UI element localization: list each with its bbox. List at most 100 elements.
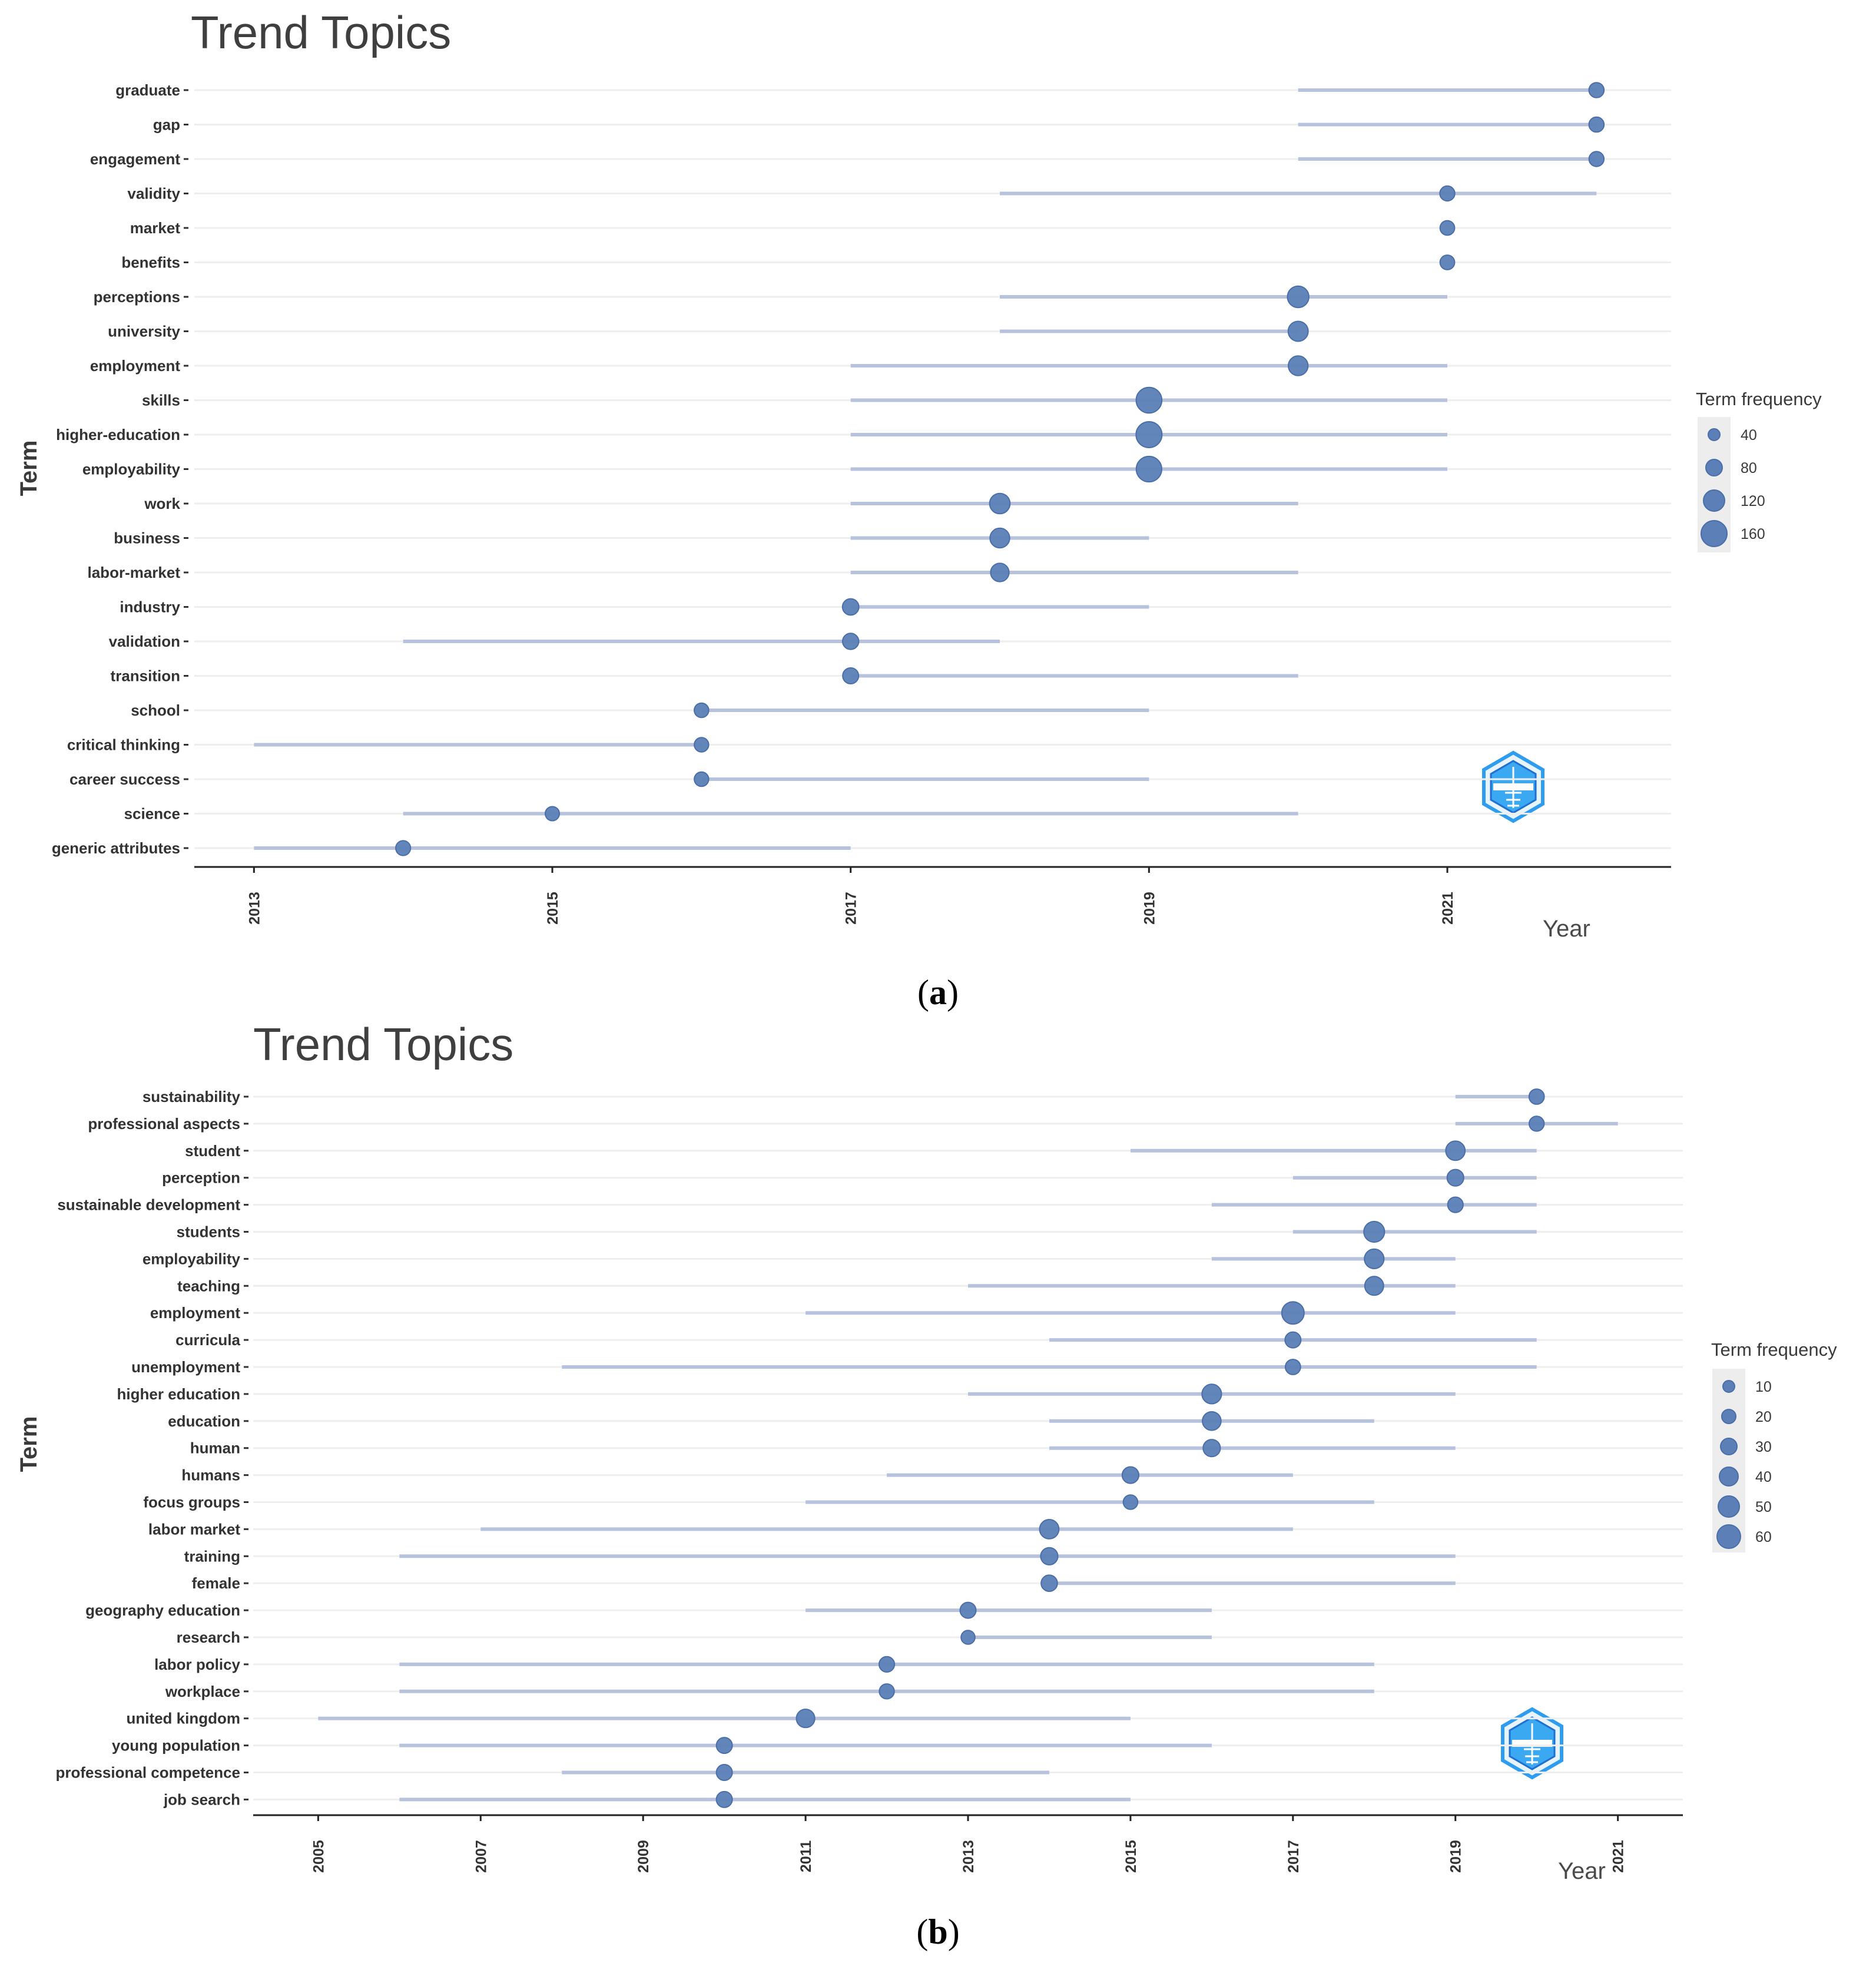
term-point (1039, 1519, 1060, 1540)
term-point (1364, 1276, 1384, 1296)
term-point (1439, 254, 1456, 270)
term-label: female (192, 1574, 240, 1592)
term-point (715, 1790, 733, 1808)
term-point (1364, 1248, 1385, 1269)
legend-label: 30 (1755, 1439, 1772, 1455)
x-tick-label: 2017 (843, 892, 860, 925)
term-label: career success (69, 770, 180, 788)
panel-b-y-axis-title: Term (16, 1416, 42, 1472)
legend-size-key (1718, 1495, 1740, 1518)
term-point (960, 1630, 976, 1645)
term-label: validation (109, 633, 180, 650)
term-point (1363, 1220, 1386, 1243)
term-point (878, 1656, 896, 1673)
term-label: employability (82, 461, 181, 478)
term-label: skills (142, 392, 180, 409)
term-point (1528, 1088, 1545, 1105)
term-point (959, 1601, 977, 1619)
term-point (1135, 421, 1163, 448)
term-label: curricula (175, 1331, 240, 1349)
term-point (841, 598, 860, 616)
term-label: labor policy (154, 1656, 240, 1673)
term-point (694, 771, 710, 787)
legend-size-key (1716, 1524, 1741, 1549)
term-label: business (114, 529, 180, 547)
term-label: labor-market (88, 564, 181, 581)
term-label: critical thinking (67, 736, 180, 754)
term-label: geography education (85, 1601, 240, 1619)
term-label: research (177, 1628, 240, 1646)
panel-a-caption: (a) (917, 973, 959, 1012)
panel-b-x-axis-title: Year (1558, 1858, 1606, 1884)
legend-label: 60 (1755, 1529, 1772, 1545)
term-point (1202, 1411, 1222, 1431)
term-label: perceptions (94, 288, 180, 306)
term-point (1439, 185, 1456, 202)
panel-a-title: Trend Topics (191, 6, 451, 58)
term-label: professional competence (55, 1764, 240, 1782)
term-label: validity (127, 185, 180, 203)
term-label: sustainability (142, 1088, 241, 1105)
term-point (1287, 320, 1309, 342)
x-tick-label: 2011 (798, 1840, 814, 1872)
panel-a-y-axis-title: Term (16, 441, 42, 496)
legend-size-key (1720, 1438, 1738, 1455)
term-point (715, 1737, 733, 1755)
legend-label: 120 (1741, 493, 1765, 509)
term-point (1588, 82, 1605, 98)
term-label: market (130, 219, 181, 237)
legend-size-key (1721, 1409, 1736, 1424)
term-point (1287, 285, 1310, 309)
term-point (1445, 1140, 1466, 1161)
term-point (989, 492, 1011, 515)
term-point (694, 737, 710, 753)
term-label: benefits (121, 254, 180, 272)
x-tick-label: 2015 (1123, 1840, 1139, 1873)
legend-label: 40 (1741, 427, 1757, 443)
legend-size-key (1701, 520, 1728, 547)
term-point (990, 562, 1010, 582)
term-label: generic attributes (52, 839, 180, 857)
term-label: employability (142, 1250, 241, 1267)
term-point (1281, 1301, 1305, 1325)
legend-size-key (1708, 428, 1721, 441)
term-label: human (190, 1439, 240, 1457)
panel-b-legend-title: Term frequency (1711, 1339, 1837, 1360)
term-point (841, 633, 860, 650)
x-tick-label: 2019 (1448, 1840, 1464, 1873)
term-label: employment (90, 357, 180, 375)
term-label: higher education (117, 1385, 240, 1403)
term-point (1202, 1439, 1221, 1458)
legend-label: 10 (1755, 1379, 1772, 1395)
x-tick-label: 2021 (1440, 892, 1456, 925)
term-point (1446, 1168, 1464, 1187)
term-label: transition (111, 667, 180, 685)
panel-a-x-axis-title: Year (1543, 916, 1590, 942)
x-tick-label: 2019 (1141, 892, 1158, 925)
term-point (1040, 1547, 1059, 1565)
term-point (989, 527, 1010, 549)
x-tick-label: 2009 (635, 1840, 652, 1873)
term-point (1284, 1331, 1302, 1349)
panel-b-title: Trend Topics (253, 1018, 513, 1070)
x-tick-label: 2021 (1610, 1840, 1627, 1873)
term-point (879, 1683, 895, 1700)
term-point (1201, 1383, 1222, 1405)
term-point (1588, 151, 1605, 167)
x-tick-label: 2005 (310, 1840, 327, 1873)
panel-b-caption: (b) (916, 1912, 959, 1951)
legend-size-key (1722, 1380, 1735, 1393)
panel-a-legend-title: Term frequency (1696, 389, 1822, 409)
term-label: humans (181, 1467, 240, 1484)
term-label: unemployment (131, 1358, 240, 1376)
term-point (395, 840, 412, 856)
x-tick-label: 2015 (545, 892, 561, 925)
term-point (1284, 1359, 1301, 1375)
term-label: focus groups (143, 1494, 240, 1511)
term-label: young population (112, 1737, 240, 1755)
term-point (1439, 220, 1456, 236)
term-label: training (184, 1547, 240, 1565)
x-tick-label: 2007 (473, 1840, 489, 1873)
panel-b-logo-icon (1501, 1707, 1563, 1780)
legend-label: 20 (1755, 1409, 1772, 1425)
